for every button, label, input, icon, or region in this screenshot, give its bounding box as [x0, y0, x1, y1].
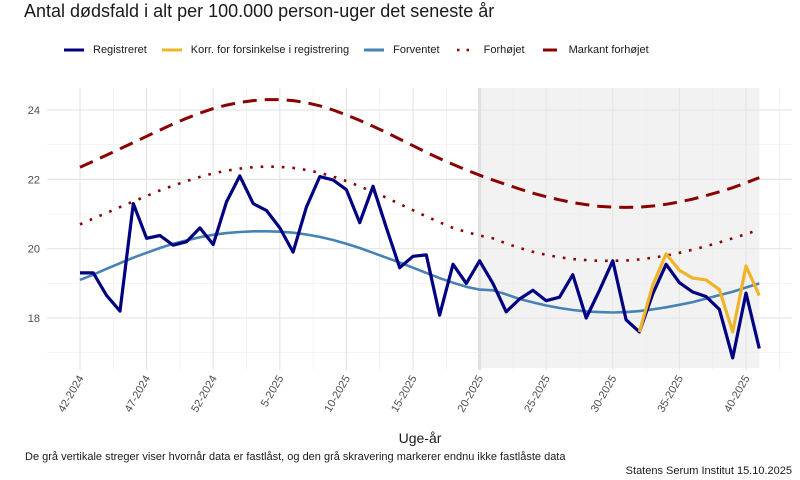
legend-key-markant-forhoejet: [542, 48, 557, 52]
legend-label: Korr. for forsinkelse i registrering: [190, 44, 350, 56]
y-axis-ticks: 18 20 22 24: [28, 105, 40, 325]
legend-key-registreret: [64, 48, 84, 52]
source-credit: Statens Serum Institut 15.10.2025: [625, 465, 792, 477]
x-axis-ticks: 42-2024 47-2024 52-2024 5-2025 10-2025 15-202…: [56, 374, 753, 415]
x-tick-label: 35-2025: [655, 374, 686, 415]
chart-title: Antal dødsfald i alt per 100.000 person-…: [24, 1, 495, 21]
shaded-region: [479, 88, 760, 368]
series-line-korr-for-forsinkelse-i-registrering: [637, 252, 761, 334]
legend-item-korrigeret: Korr. for forsinkelse i registrering: [160, 43, 349, 57]
legend-item-registreret: Registreret: [62, 43, 147, 57]
series-lines: [79, 98, 761, 360]
legend-label: Markant forhøjet: [568, 44, 649, 56]
gridlines: [47, 88, 792, 370]
legend-label: Registreret: [93, 44, 147, 56]
x-axis-label: Uge-år: [398, 430, 442, 446]
x-tick-label: 25-2025: [522, 374, 553, 415]
y-tick-label: 24: [28, 105, 40, 117]
y-tick-label: 20: [28, 244, 40, 256]
x-tick-label: 20-2025: [456, 374, 487, 415]
legend-item-markant-forhoejet: Markant forhøjet: [538, 43, 649, 57]
x-tick-label: 42-2024: [56, 374, 87, 415]
legend-key-forventet: [364, 48, 385, 52]
x-tick-label: 40-2025: [722, 374, 753, 415]
chart-plot: 18 20 22 24 42-2024 47-2024 52-2024 5-2025 10-2…: [28, 88, 792, 415]
legend-key-korrigeret: [161, 48, 182, 52]
legend-label: Forventet: [393, 44, 440, 56]
legend-label: Forhøjet: [483, 44, 525, 56]
series-line-markant-forhøjet: [79, 98, 760, 209]
caption: De grå vertikale streger viser hvornår d…: [25, 451, 566, 463]
legend-item-forventet: Forventet: [362, 43, 440, 57]
y-tick-label: 18: [28, 313, 40, 325]
y-tick-label: 22: [28, 174, 40, 186]
unlocked-data-shading: [479, 88, 760, 368]
legend-item-forhoejet: Forhøjet: [453, 43, 525, 57]
legend: Registreret Korr. for forsinkelse i regi…: [62, 42, 662, 58]
x-tick-label: 10-2025: [322, 374, 353, 415]
x-tick-label: 5-2025: [259, 374, 287, 410]
x-tick-label: 15-2025: [389, 374, 420, 415]
x-tick-label: 47-2024: [123, 374, 154, 415]
x-tick-label: 52-2024: [189, 374, 220, 415]
x-tick-label: 30-2025: [589, 374, 620, 415]
